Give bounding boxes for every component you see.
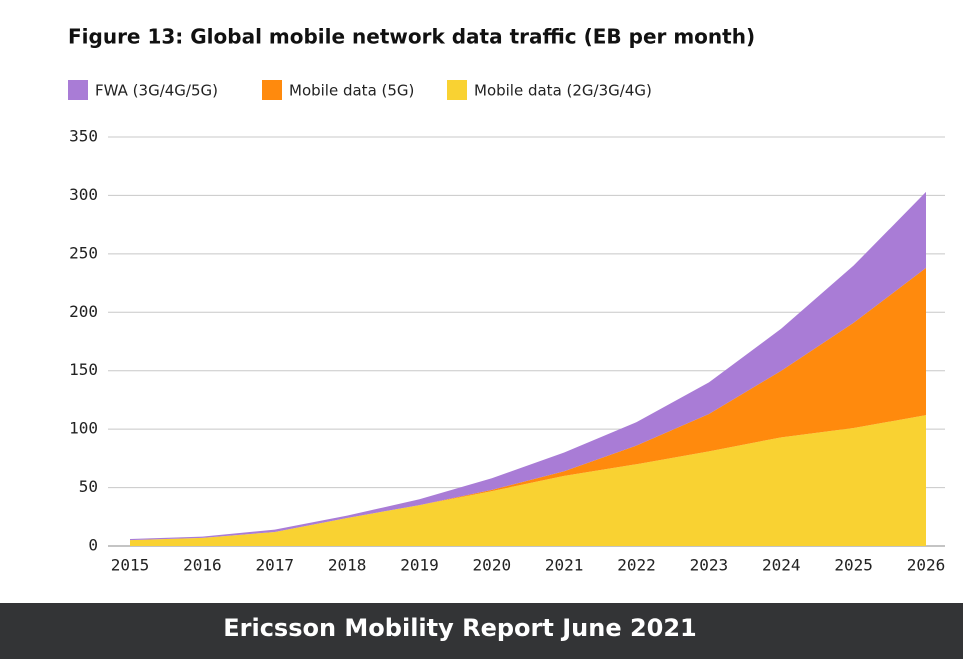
x-tick-label: 2020: [473, 556, 512, 575]
y-tick-label: 200: [69, 302, 98, 321]
x-tick-label: 2026: [907, 556, 946, 575]
areas: [130, 191, 926, 546]
area: [130, 191, 926, 541]
legend-swatch: [262, 80, 282, 100]
y-tick-label: 100: [69, 419, 98, 438]
y-tick-label: 300: [69, 185, 98, 204]
x-tick-label: 2015: [111, 556, 150, 575]
x-tick-label: 2018: [328, 556, 367, 575]
axes: 0 50 100 150 200 250 300 350 2015 2016 2017 2018 201…: [69, 127, 945, 575]
y-tick-label: 250: [69, 243, 98, 262]
x-tick-label: 2021: [545, 556, 584, 575]
x-tick-label: 2016: [183, 556, 222, 575]
legend: FWA (3G/4G/5G) Mobile data (5G) Mobile dat…: [68, 80, 652, 100]
y-tick-label: 0: [88, 536, 98, 555]
x-tick-label: 2022: [617, 556, 656, 575]
footer-bar: [0, 603, 963, 659]
legend-label: FWA (3G/4G/5G): [95, 82, 218, 100]
grid: [108, 136, 945, 547]
y-tick-label: 350: [69, 127, 98, 146]
x-tick-label: 2024: [762, 556, 801, 575]
legend-label: Mobile data (2G/3G/4G): [474, 82, 652, 100]
legend-swatch: [68, 80, 88, 100]
x-tick-label: 2025: [834, 556, 873, 575]
x-tick-label: 2017: [255, 556, 294, 575]
x-tick-label: 2023: [690, 556, 729, 575]
y-tick-label: 50: [79, 477, 98, 496]
footer-text: Ericsson Mobility Report June 2021: [223, 614, 697, 642]
x-tick-label: 2019: [400, 556, 439, 575]
area: [130, 415, 926, 546]
legend-swatch: [447, 80, 467, 100]
area: [130, 267, 926, 541]
y-tick-label: 150: [69, 360, 98, 379]
chart-title: Figure 13: Global mobile network data tr…: [68, 25, 755, 49]
legend-label: Mobile data (5G): [289, 82, 414, 100]
